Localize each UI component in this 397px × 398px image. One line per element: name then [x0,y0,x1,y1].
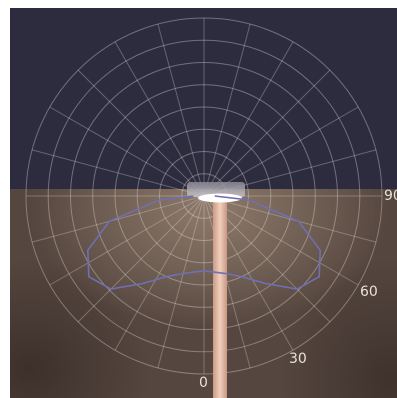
grid-spoke [49,106,205,197]
grid-spoke [203,195,251,369]
light-distribution-curve [86,195,322,290]
grid-spoke [31,195,205,243]
grid-spoke [157,23,205,197]
grid-ring [114,106,294,286]
polar-candela-plot [25,17,383,398]
luminaire-scene: 0 30 60 90 [10,8,397,398]
grid-spoke [203,106,359,197]
grid-spoke [114,195,205,351]
grid-spoke [31,149,205,197]
angle-label-90: 90 [384,188,397,204]
grid-spoke [203,41,294,197]
grid-ring [25,17,383,375]
luminaire-head [187,182,245,203]
grid-spoke [203,195,359,286]
pole [213,198,227,398]
grid-ring [92,84,316,308]
grid-spoke [157,195,205,369]
angle-label-30: 30 [289,351,307,367]
angle-label-0: 0 [199,375,208,391]
grid-spoke [77,69,205,197]
grid-ring [47,39,361,353]
grid-ring [159,151,249,241]
grid-spoke [49,195,205,286]
grid-ring [70,62,338,330]
grid-spoke [203,69,331,197]
angle-label-60: 60 [360,284,378,300]
ground-plane [10,189,397,398]
grid-spoke [203,23,251,197]
grid-spoke [77,195,205,323]
grid-spoke [114,41,205,197]
grid-spoke [203,195,377,243]
grid-ring [136,128,272,264]
